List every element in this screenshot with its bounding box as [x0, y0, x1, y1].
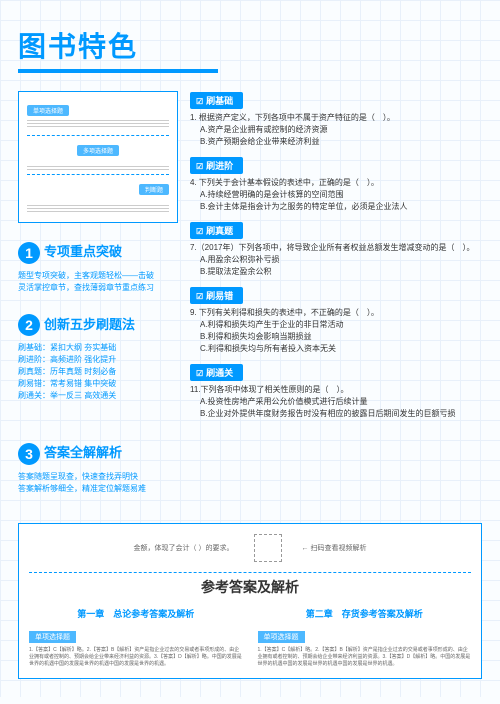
tag-2: 刷真题: [190, 222, 243, 239]
scan-right-text: ← 扫码查看视频解析: [302, 543, 367, 553]
scan-left-text: 金额，体现了会计（ ）的要求。: [134, 543, 234, 553]
question-3: 9. 下列有关利得和损失的表述中，不正确的是（ ）。A.利得和损失均产生于企业的…: [190, 307, 482, 355]
section-1-desc: 题型专项突破，主客观题轻松——击破 灵活掌控章节，查找薄弱章节重点练习: [18, 270, 178, 294]
bottom-box: 金额，体现了会计（ ）的要求。 ← 扫码查看视频解析 参考答案及解析 第一章 总…: [18, 523, 482, 679]
title-underline: [18, 69, 218, 73]
main-title: 图书特色: [18, 25, 482, 65]
question-0: 1. 根据资产定义，下列各项中不属于资产特征的是（ ）。A.资产是企业拥有或控制…: [190, 112, 482, 148]
circle-1: 1: [18, 242, 40, 264]
preview-label-3: 判断题: [139, 184, 169, 195]
question-1: 4. 下列关于会计基本假设的表述中，正确的是（ ）。A.持续经营明确的是会计核算…: [190, 177, 482, 213]
tag-0: 刷基础: [190, 92, 243, 109]
circle-2: 2: [18, 314, 40, 336]
section-3-desc: 答案随题呈现查，快速查找弄明快 答案解析够细全，精准定位解题易难: [18, 471, 178, 495]
answers-title: 参考答案及解析: [29, 577, 471, 597]
right-column: 刷基础 1. 根据资产定义，下列各项中不属于资产特征的是（ ）。A.资产是企业拥有…: [190, 91, 482, 509]
ans-text-2: 1.【答案】C【解析】略。2.【答案】B【解析】资产是指企业过去的交易或者事项形…: [258, 647, 472, 668]
question-2: 7.（2017年）下列各项中，将导致企业所有者权益总额发生增减变动的是（ ）。A…: [190, 242, 482, 278]
section-2-desc: 刷基础：紧扣大纲 夯实基础 刷进阶：高频进阶 强化提升 刷真题：历年真题 时刻必…: [18, 342, 178, 402]
section-1: 1专项重点突破 题型专项突破，主客观题轻松——击破 灵活掌控章节，查找薄弱章节重…: [18, 241, 178, 294]
preview-label-1: 单项选择题: [27, 105, 69, 116]
ans-tag-1: 单项选择题: [29, 631, 76, 643]
circle-3: 3: [18, 443, 40, 465]
preview-box: 单项选择题 多项选择题 判断题: [18, 91, 178, 223]
question-4: 11.下列各项中体现了相关性原则的是（ ）。A.投资性房地产采用公允价值模式进行…: [190, 384, 482, 420]
ans-tag-2: 单项选择题: [258, 631, 305, 643]
section-3: 3答案全解解析 答案随题呈现查，快速查找弄明快 答案解析够细全，精准定位解题易难: [18, 442, 178, 495]
qr-icon: [254, 534, 282, 562]
tag-4: 刷通关: [190, 364, 243, 381]
left-column: 单项选择题 多项选择题 判断题 1专项重点突破 题型专项突破，主客观题轻松——击…: [18, 91, 178, 509]
tag-1: 刷进阶: [190, 157, 243, 174]
ans-text-1: 1.【答案】C【解析】略。2.【答案】B【解析】资产是指企业过去的交易或者事项形…: [29, 647, 243, 668]
section-2: 2创新五步刷题法 刷基础：紧扣大纲 夯实基础 刷进阶：高频进阶 强化提升 刷真题…: [18, 314, 178, 403]
answers-col-2: 第二章 存货参考答案及解析 单项选择题 1.【答案】C【解析】略。2.【答案】B…: [258, 607, 472, 668]
tag-3: 刷易错: [190, 287, 243, 304]
preview-label-2: 多项选择题: [77, 145, 119, 156]
answers-col-1: 第一章 总论参考答案及解析 单项选择题 1.【答案】C【解析】略。2.【答案】B…: [29, 607, 243, 668]
